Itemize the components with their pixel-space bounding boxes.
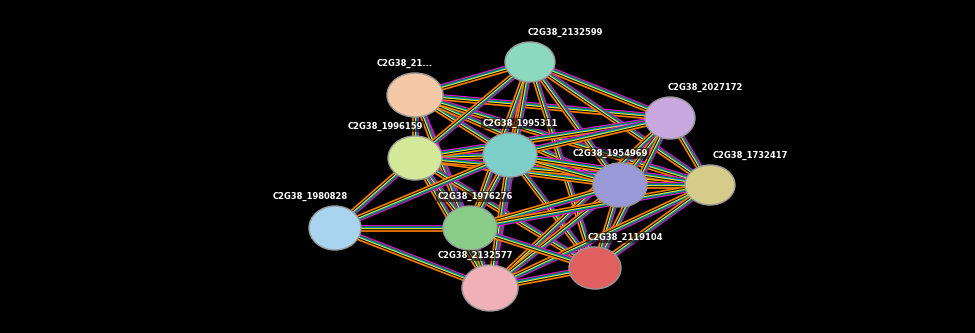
Ellipse shape: [443, 206, 497, 250]
Ellipse shape: [685, 165, 735, 205]
Ellipse shape: [309, 206, 361, 250]
Text: C2G38_2132577: C2G38_2132577: [438, 251, 513, 260]
Text: C2G38_1980828: C2G38_1980828: [272, 192, 347, 201]
Ellipse shape: [593, 163, 647, 207]
Text: C2G38_2132599: C2G38_2132599: [527, 28, 603, 37]
Ellipse shape: [505, 42, 555, 82]
Ellipse shape: [387, 73, 443, 117]
Text: C2G38_1732417: C2G38_1732417: [713, 151, 788, 160]
Text: C2G38_1995311: C2G38_1995311: [483, 119, 558, 128]
Text: C2G38_1996159: C2G38_1996159: [347, 122, 423, 131]
Ellipse shape: [388, 136, 442, 180]
Ellipse shape: [569, 247, 621, 289]
Ellipse shape: [483, 133, 537, 177]
Text: C2G38_1976276: C2G38_1976276: [438, 192, 513, 201]
Text: C2G38_2119104: C2G38_2119104: [587, 233, 663, 242]
Text: C2G38_21...: C2G38_21...: [377, 59, 433, 68]
Ellipse shape: [645, 97, 695, 139]
Text: C2G38_1954969: C2G38_1954969: [572, 149, 647, 158]
Ellipse shape: [462, 265, 518, 311]
Text: C2G38_2027172: C2G38_2027172: [667, 83, 743, 92]
